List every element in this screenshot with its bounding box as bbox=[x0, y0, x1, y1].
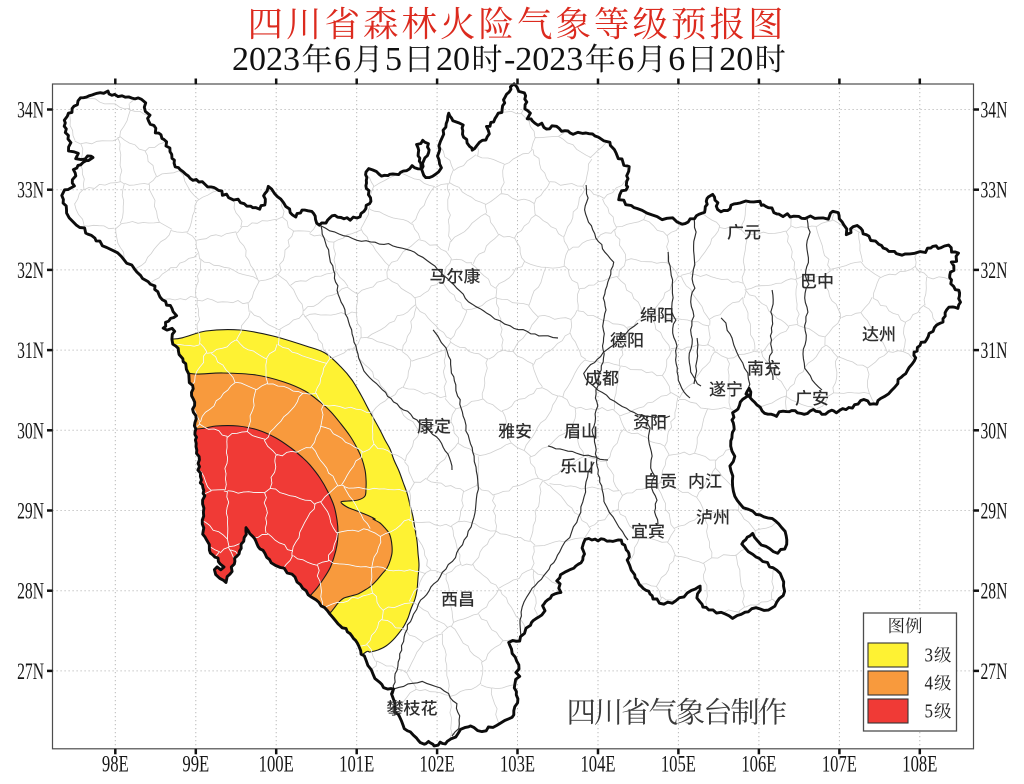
svg-text:102E: 102E bbox=[420, 752, 455, 778]
svg-text:99E: 99E bbox=[182, 752, 209, 778]
svg-text:100E: 100E bbox=[259, 752, 294, 778]
svg-text:3: 3 bbox=[283, 41, 300, 78]
svg-text:30N: 30N bbox=[17, 418, 44, 444]
svg-text:2: 2 bbox=[436, 41, 453, 78]
svg-text:0: 0 bbox=[532, 41, 549, 78]
svg-text:3: 3 bbox=[566, 41, 583, 78]
svg-text:33N: 33N bbox=[981, 178, 1008, 204]
svg-text:29N: 29N bbox=[981, 499, 1008, 525]
svg-text:27N: 27N bbox=[17, 659, 44, 685]
svg-text:6: 6 bbox=[334, 41, 351, 78]
svg-text:106E: 106E bbox=[741, 752, 776, 778]
svg-text:3: 3 bbox=[925, 645, 934, 667]
svg-text:103E: 103E bbox=[500, 752, 535, 778]
svg-text:32N: 32N bbox=[981, 258, 1008, 284]
svg-text:2: 2 bbox=[549, 41, 566, 78]
svg-text:34N: 34N bbox=[981, 98, 1008, 124]
svg-text:2: 2 bbox=[232, 41, 249, 78]
svg-text:32N: 32N bbox=[17, 258, 44, 284]
svg-text:0: 0 bbox=[736, 41, 753, 78]
svg-text:6: 6 bbox=[617, 41, 634, 78]
svg-text:5: 5 bbox=[925, 701, 934, 723]
svg-text:104E: 104E bbox=[580, 752, 615, 778]
svg-text:0: 0 bbox=[453, 41, 470, 78]
svg-text:31N: 31N bbox=[981, 338, 1008, 364]
svg-text:105E: 105E bbox=[661, 752, 696, 778]
svg-text:2: 2 bbox=[719, 41, 736, 78]
svg-text:28N: 28N bbox=[981, 579, 1008, 605]
svg-text:101E: 101E bbox=[339, 752, 374, 778]
svg-text:2: 2 bbox=[266, 41, 283, 78]
svg-text:29N: 29N bbox=[17, 499, 44, 525]
svg-text:107E: 107E bbox=[822, 752, 857, 778]
svg-text:108E: 108E bbox=[902, 752, 937, 778]
svg-text:28N: 28N bbox=[17, 579, 44, 605]
svg-text:0: 0 bbox=[249, 41, 266, 78]
svg-text:2: 2 bbox=[515, 41, 532, 78]
svg-text:-: - bbox=[504, 41, 515, 78]
svg-text:98E: 98E bbox=[102, 752, 129, 778]
svg-text:27N: 27N bbox=[981, 659, 1008, 685]
svg-text:4: 4 bbox=[925, 673, 934, 695]
svg-text:31N: 31N bbox=[17, 338, 44, 364]
svg-text:5: 5 bbox=[385, 41, 402, 78]
svg-text:34N: 34N bbox=[17, 98, 44, 124]
svg-text:6: 6 bbox=[668, 41, 685, 78]
svg-text:33N: 33N bbox=[17, 178, 44, 204]
svg-text:30N: 30N bbox=[981, 418, 1008, 444]
